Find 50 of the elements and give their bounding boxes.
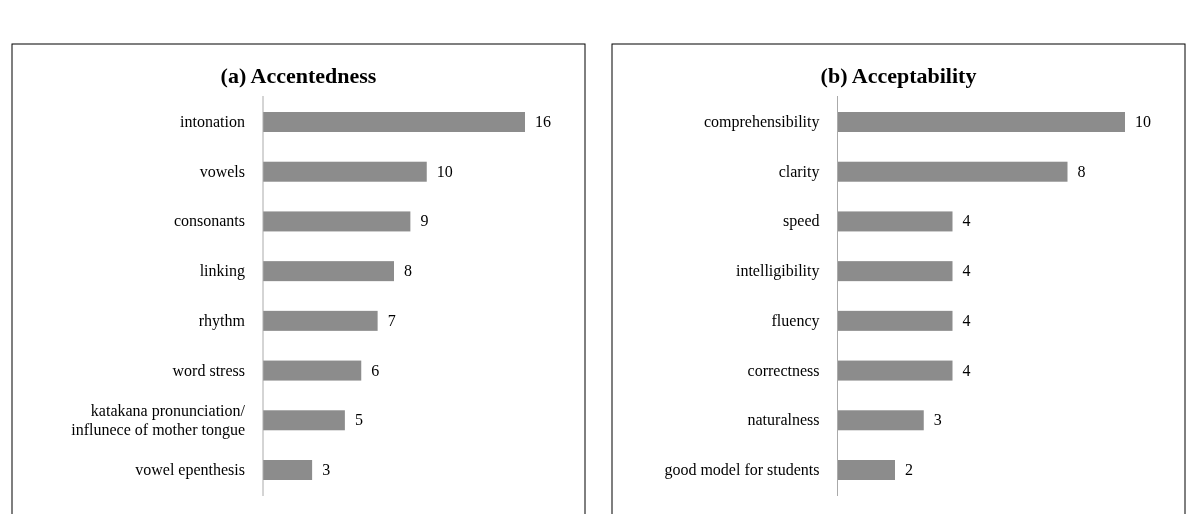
y-tick-label: good model for students [664,461,820,479]
y-tick-label: word stress [172,361,245,379]
data-label: 10 [436,162,453,180]
data-label: 8 [404,262,412,280]
data-label: 4 [962,311,971,329]
y-tick-label: intelligibility [735,262,820,281]
data-label: 2 [905,461,913,478]
bar [263,161,427,182]
y-tick-label: naturalness [747,411,820,429]
data-label: 3 [322,461,331,478]
data-label: 6 [371,361,380,379]
y-tick-label: katakana pronunciation/ influnece of mother tongue [71,401,246,439]
bar [837,310,953,331]
y-tick-label: clarity [778,162,820,181]
bar [263,360,362,381]
y-tick-label: intonation [180,113,245,130]
y-tick-label: vowels [199,162,245,180]
bar [263,410,345,431]
data-label: 5 [354,411,363,429]
bar [263,460,313,480]
bar [837,112,1125,132]
data-label: 3 [933,411,942,429]
data-label: 4 [962,212,971,230]
y-tick-label: speed [783,212,820,231]
bar [837,460,895,480]
data-label: 4 [962,262,971,280]
data-label: 4 [962,361,971,379]
y-tick-label: comprehensibility [703,113,820,131]
y-tick-label: vowel epenthesis [135,461,245,479]
data-label: 9 [420,212,429,230]
bar [837,211,953,232]
y-tick-label: consonants [173,212,245,230]
y-tick-label: rhythm [198,311,246,330]
bar [263,310,378,331]
bar [263,112,525,132]
data-label: 10 [1135,113,1151,130]
chart-title: (b) Acceptability [820,63,977,88]
bar [263,211,411,232]
y-tick-label: fluency [771,311,820,330]
bar [837,261,953,282]
bar [837,410,924,431]
y-tick-label: correctness [747,361,820,379]
y-tick-label: linking [199,262,245,281]
bar [837,360,953,381]
chart-title: (a) Accentedness [220,63,377,88]
data-label: 8 [1077,162,1086,180]
data-label: 7 [387,311,396,329]
bar [263,261,394,282]
bar [837,161,1068,182]
data-label: 16 [535,113,551,130]
